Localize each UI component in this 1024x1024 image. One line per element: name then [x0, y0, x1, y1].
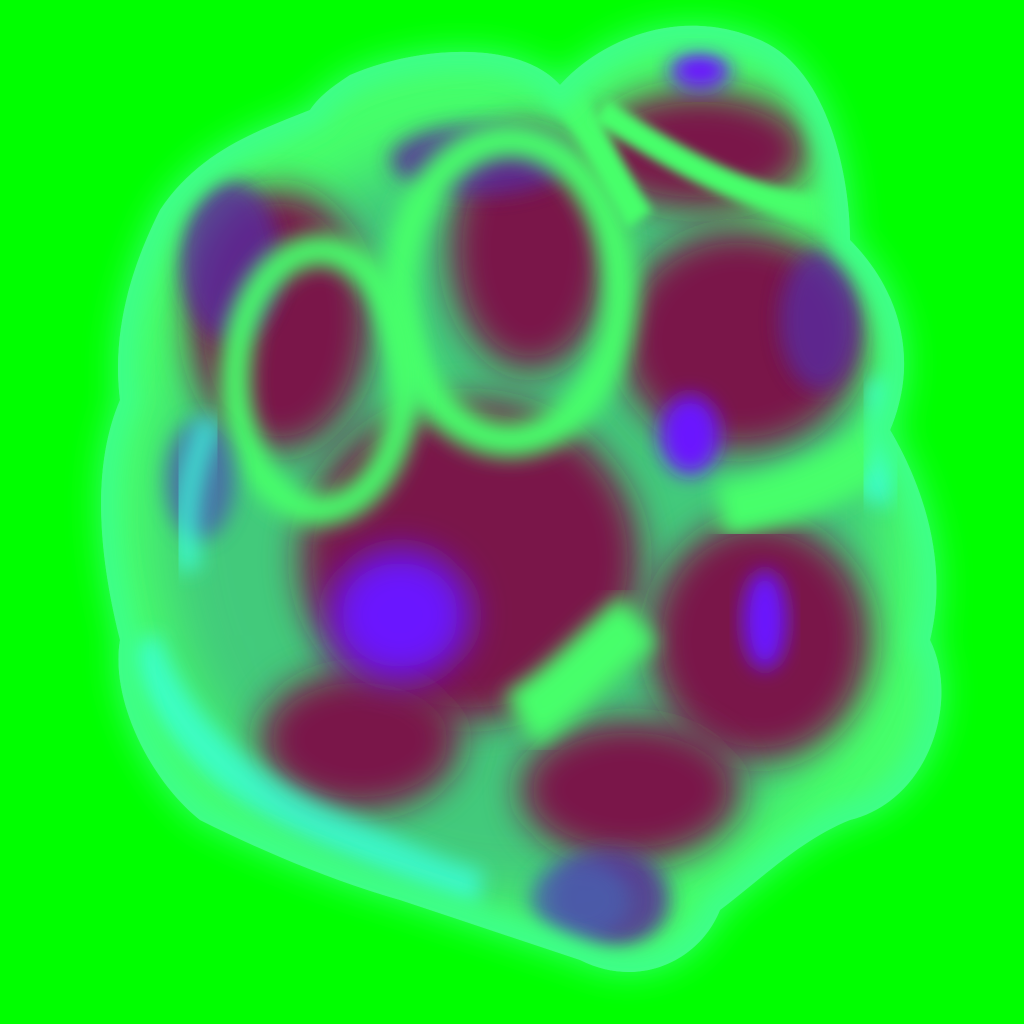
cyan-rim-left: [174, 415, 222, 573]
maroon-lobe-top-right: [590, 90, 810, 210]
purple-band-right: [780, 250, 860, 390]
green-ring-top: [383, 123, 637, 457]
cyan-rim-lower-left: [121, 633, 486, 910]
violet-spot-lower-right: [743, 570, 787, 670]
violet-spot-right: [660, 395, 720, 475]
maroon-lobe-bottom: [520, 720, 740, 860]
green-ring-left: [220, 235, 420, 525]
violet-spot-top-right: [670, 50, 730, 90]
green-ridge-top-right: [592, 99, 822, 223]
violet-spot-center: [330, 550, 470, 680]
green-ridge-lower: [504, 596, 659, 746]
maroon-lobe-lower-left: [260, 670, 460, 810]
blob-rim-edge: [101, 25, 942, 972]
slate-patch-bottom: [530, 860, 630, 940]
